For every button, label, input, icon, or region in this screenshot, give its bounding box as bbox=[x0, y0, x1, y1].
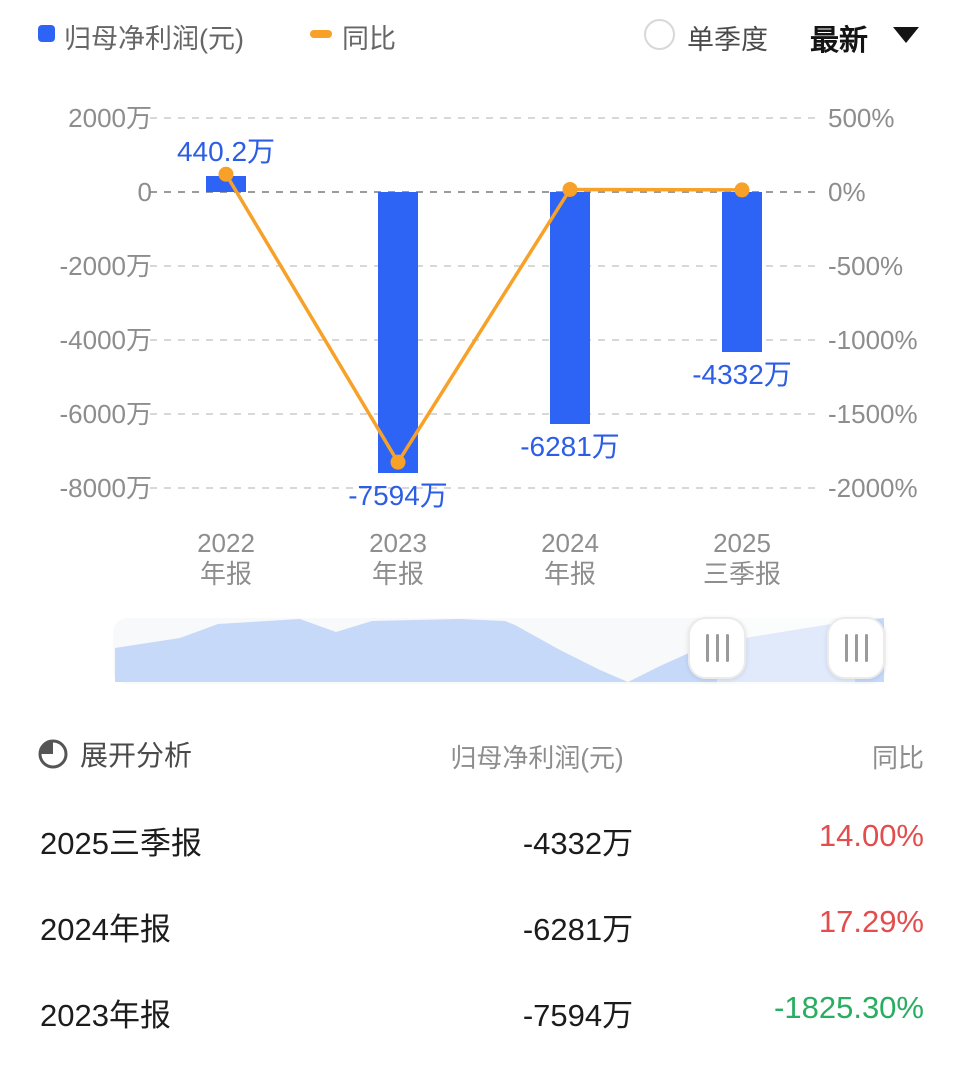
datazoom-left-handle[interactable] bbox=[688, 617, 746, 679]
yoy-line bbox=[218, 166, 750, 470]
profit-chart-canvas[interactable]: 2000万 500% 0 0% -2000万 -500% -4000万 -1000% -6000… bbox=[0, 0, 960, 612]
gridline bbox=[150, 191, 818, 193]
row-profit: -7594万 bbox=[522, 998, 634, 1033]
grip-lines-icon bbox=[844, 634, 848, 662]
gridline bbox=[150, 413, 818, 415]
y-axis-tick-right: -1500% bbox=[828, 399, 918, 429]
profit-legend-swatch bbox=[38, 25, 55, 42]
gridline bbox=[150, 265, 818, 267]
row-period: 2025三季报 bbox=[40, 826, 202, 861]
y-axis-tick-right: -1000% bbox=[828, 325, 918, 355]
bar-value-label: -4332万 bbox=[692, 359, 792, 391]
y-axis-tick-right: 0% bbox=[828, 177, 866, 207]
analysis-table-header: 展开分析 归母净利润(元) 同比 bbox=[0, 732, 960, 776]
grip-lines-icon bbox=[705, 634, 709, 662]
pie-chart-icon bbox=[38, 739, 68, 769]
x-axis-label: 2025 三季报 bbox=[702, 528, 781, 589]
y-axis-tick-left: -8000万 bbox=[59, 473, 153, 503]
bar-value-label: 440.2万 bbox=[176, 135, 276, 167]
bar-2025[interactable] bbox=[722, 192, 762, 353]
bar-value-label: -7594万 bbox=[348, 479, 448, 511]
y-axis-tick-right: 500% bbox=[828, 103, 895, 133]
bar-2022[interactable] bbox=[206, 175, 246, 192]
column-header-yoy: 同比 bbox=[871, 743, 924, 773]
y-axis-tick-left: -2000万 bbox=[59, 251, 153, 281]
table-row: 2023年报 -7594万 -1825.30% bbox=[0, 980, 960, 1042]
bar-2024[interactable] bbox=[550, 192, 590, 425]
bar-2023[interactable] bbox=[378, 192, 418, 473]
y-axis-tick-left: -6000万 bbox=[59, 399, 153, 429]
x-axis-label: 2023 年报 bbox=[369, 528, 427, 589]
yoy-legend-label[interactable]: 同比 bbox=[342, 24, 396, 54]
x-axis-label: 2024 年报 bbox=[541, 528, 599, 589]
single-quarter-label[interactable]: 单季度 bbox=[687, 25, 768, 55]
row-profit: -6281万 bbox=[522, 912, 634, 947]
y-axis-tick-left: -4000万 bbox=[59, 325, 153, 355]
table-row: 2025三季报 -4332万 14.00% bbox=[0, 808, 960, 870]
row-yoy: 14.00% bbox=[818, 818, 924, 853]
gridline bbox=[150, 487, 818, 489]
y-axis-tick-right: -500% bbox=[828, 251, 904, 281]
single-quarter-radio[interactable] bbox=[644, 19, 675, 50]
column-header-profit: 归母净利润(元) bbox=[450, 743, 624, 773]
expand-analysis-label: 展开分析 bbox=[80, 740, 193, 771]
chevron-down-icon bbox=[893, 27, 919, 43]
yoy-legend-swatch bbox=[310, 30, 332, 38]
period-selector-dropdown[interactable]: 最新 bbox=[806, 14, 926, 57]
profit-legend-label[interactable]: 归母净利润(元) bbox=[64, 24, 244, 54]
x-axis-label: 2022 年报 bbox=[197, 528, 255, 589]
datazoom-track[interactable] bbox=[113, 618, 886, 684]
bar-value-label: -6281万 bbox=[520, 431, 620, 463]
table-row: 2024年报 -6281万 17.29% bbox=[0, 894, 960, 956]
row-profit: -4332万 bbox=[522, 826, 634, 861]
period-selector-value: 最新 bbox=[810, 25, 869, 57]
row-yoy: -1825.30% bbox=[774, 990, 924, 1025]
row-period: 2024年报 bbox=[40, 912, 171, 947]
gridline bbox=[150, 339, 818, 341]
row-yoy: 17.29% bbox=[818, 904, 924, 939]
datazoom-right-handle[interactable] bbox=[827, 617, 885, 679]
y-axis-tick-left: 2000万 bbox=[68, 103, 152, 133]
y-axis-tick-right: -2000% bbox=[828, 473, 918, 503]
expand-analysis-button[interactable]: 展开分析 bbox=[36, 732, 192, 776]
gridline bbox=[150, 117, 818, 119]
row-period: 2023年报 bbox=[40, 998, 171, 1033]
datazoom-preview-area bbox=[115, 618, 884, 684]
y-axis-tick-left: 0 bbox=[137, 177, 152, 207]
